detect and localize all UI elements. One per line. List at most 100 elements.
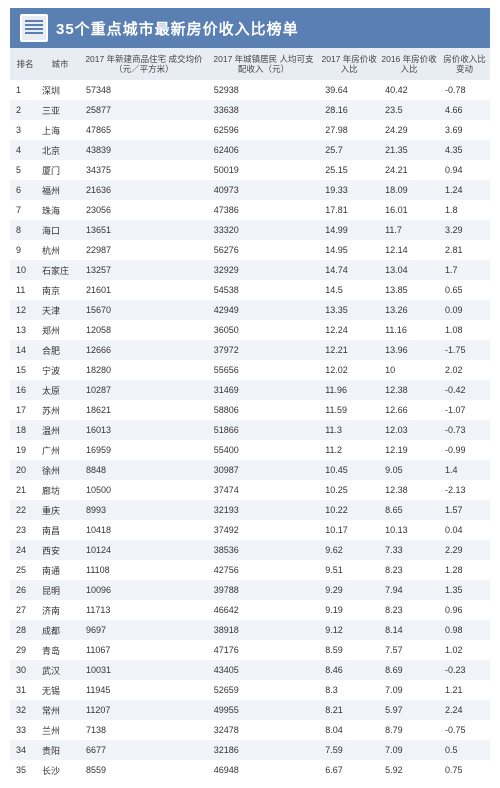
cell-price: 11945 — [80, 680, 208, 700]
table-row: 25南通11108427569.518.231.28 — [10, 560, 490, 580]
cell-ratio16: 13.96 — [379, 340, 439, 360]
cell-income: 62596 — [208, 120, 319, 140]
table-row: 30武汉10031434058.468.69-0.23 — [10, 660, 490, 680]
cell-ratio16: 12.38 — [379, 380, 439, 400]
cell-price: 18280 — [80, 360, 208, 380]
col-city: 城市 — [40, 48, 80, 80]
table-row: 33兰州7138324788.048.79-0.75 — [10, 720, 490, 740]
cell-city: 宁波 — [40, 360, 80, 380]
table-row: 1深圳573485293839.6440.42-0.78 — [10, 80, 490, 100]
cell-change: 0.09 — [439, 300, 490, 320]
cell-rank: 13 — [10, 320, 40, 340]
document-icon — [20, 14, 48, 42]
cell-ratio16: 23.5 — [379, 100, 439, 120]
cell-change: 0.94 — [439, 160, 490, 180]
cell-city: 三亚 — [40, 100, 80, 120]
cell-income: 46642 — [208, 600, 319, 620]
cell-change: 3.29 — [439, 220, 490, 240]
cell-change: 2.02 — [439, 360, 490, 380]
cell-ratio17: 9.51 — [319, 560, 379, 580]
col-ratio17: 2017 年房价收入比 — [319, 48, 379, 80]
cell-city: 深圳 — [40, 80, 80, 100]
cell-price: 22987 — [80, 240, 208, 260]
cell-ratio16: 10.13 — [379, 520, 439, 540]
cell-ratio17: 9.12 — [319, 620, 379, 640]
title-bar: 35个重点城市最新房价收入比榜单 — [10, 8, 490, 48]
cell-ratio17: 14.95 — [319, 240, 379, 260]
cell-income: 32478 — [208, 720, 319, 740]
cell-price: 10124 — [80, 540, 208, 560]
cell-rank: 32 — [10, 700, 40, 720]
cell-rank: 30 — [10, 660, 40, 680]
cell-city: 贵阳 — [40, 740, 80, 760]
cell-income: 50019 — [208, 160, 319, 180]
cell-income: 55656 — [208, 360, 319, 380]
table-row: 3上海478656259627.9824.293.69 — [10, 120, 490, 140]
cell-price: 12058 — [80, 320, 208, 340]
cell-city: 珠海 — [40, 200, 80, 220]
cell-income: 31469 — [208, 380, 319, 400]
cell-ratio16: 7.33 — [379, 540, 439, 560]
table-row: 11南京216015453814.513.850.65 — [10, 280, 490, 300]
cell-price: 10096 — [80, 580, 208, 600]
cell-change: -0.23 — [439, 660, 490, 680]
cell-change: -0.78 — [439, 80, 490, 100]
cell-rank: 19 — [10, 440, 40, 460]
cell-ratio17: 39.64 — [319, 80, 379, 100]
table-row: 19广州169595540011.212.19-0.99 — [10, 440, 490, 460]
cell-rank: 2 — [10, 100, 40, 120]
cell-city: 石家庄 — [40, 260, 80, 280]
cell-ratio16: 10 — [379, 360, 439, 380]
cell-income: 47176 — [208, 640, 319, 660]
cell-price: 12666 — [80, 340, 208, 360]
cell-ratio17: 6.67 — [319, 760, 379, 780]
col-rank: 排名 — [10, 48, 40, 80]
cell-ratio16: 18.09 — [379, 180, 439, 200]
cell-change: 1.57 — [439, 500, 490, 520]
cell-rank: 17 — [10, 400, 40, 420]
cell-price: 6677 — [80, 740, 208, 760]
table-row: 20徐州88483098710.459.051.4 — [10, 460, 490, 480]
col-income: 2017 年城镇居民 人均可支配收入（元） — [208, 48, 319, 80]
cell-income: 56276 — [208, 240, 319, 260]
cell-change: 1.08 — [439, 320, 490, 340]
cell-rank: 5 — [10, 160, 40, 180]
cell-change: 1.4 — [439, 460, 490, 480]
table-row: 9杭州229875627614.9512.142.81 — [10, 240, 490, 260]
col-price: 2017 年新建商品住宅 成交均价（元／平方米） — [80, 48, 208, 80]
cell-ratio17: 7.59 — [319, 740, 379, 760]
table-row: 6福州216364097319.3318.091.24 — [10, 180, 490, 200]
cell-income: 30987 — [208, 460, 319, 480]
cell-change: 1.8 — [439, 200, 490, 220]
cell-change: 1.02 — [439, 640, 490, 660]
cell-change: -1.07 — [439, 400, 490, 420]
cell-city: 兰州 — [40, 720, 80, 740]
cell-ratio17: 14.74 — [319, 260, 379, 280]
cell-ratio17: 10.22 — [319, 500, 379, 520]
cell-change: 0.75 — [439, 760, 490, 780]
table-row: 2三亚258773363828.1623.54.66 — [10, 100, 490, 120]
cell-price: 9697 — [80, 620, 208, 640]
cell-change: -0.75 — [439, 720, 490, 740]
cell-change: 3.69 — [439, 120, 490, 140]
table-row: 4北京438396240625.721.354.35 — [10, 140, 490, 160]
cell-income: 37474 — [208, 480, 319, 500]
cell-rank: 12 — [10, 300, 40, 320]
cell-change: 0.96 — [439, 600, 490, 620]
cell-city: 徐州 — [40, 460, 80, 480]
cell-ratio16: 13.26 — [379, 300, 439, 320]
cell-price: 10287 — [80, 380, 208, 400]
cell-rank: 14 — [10, 340, 40, 360]
cell-ratio17: 14.99 — [319, 220, 379, 240]
cell-city: 苏州 — [40, 400, 80, 420]
cell-price: 10500 — [80, 480, 208, 500]
cell-ratio17: 9.62 — [319, 540, 379, 560]
cell-price: 11108 — [80, 560, 208, 580]
table-row: 8海口136513332014.9911.73.29 — [10, 220, 490, 240]
cell-price: 7138 — [80, 720, 208, 740]
table-row: 27济南11713466429.198.230.96 — [10, 600, 490, 620]
cell-ratio17: 14.5 — [319, 280, 379, 300]
cell-ratio16: 12.38 — [379, 480, 439, 500]
cell-income: 39788 — [208, 580, 319, 600]
cell-ratio17: 8.3 — [319, 680, 379, 700]
